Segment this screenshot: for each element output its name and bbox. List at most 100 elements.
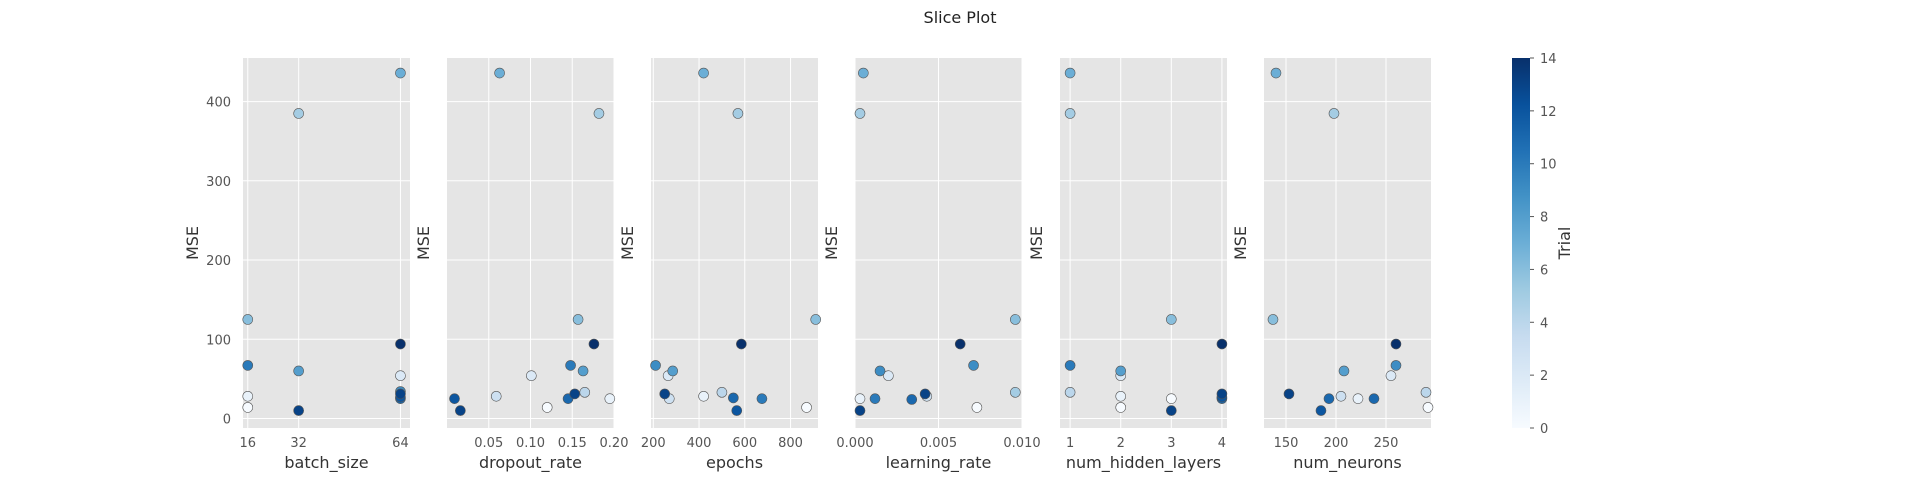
panel-num_neurons: 150 200 250 MSE num_neurons — [1231, 58, 1434, 473]
x-tick-label: 0.05 — [474, 436, 503, 451]
y-axis-label: MSE — [183, 226, 202, 260]
data-point — [756, 393, 768, 404]
data-point — [1267, 314, 1279, 325]
x-tick-label: 3 — [1167, 436, 1175, 451]
x-tick-label: 200 — [1324, 436, 1349, 451]
data-point — [395, 370, 406, 382]
data-point — [883, 370, 894, 382]
data-point — [1010, 387, 1021, 398]
x-tick-label: 64 — [392, 436, 409, 451]
data-point — [1283, 388, 1295, 400]
plot-background — [1264, 58, 1431, 428]
data-point — [1368, 393, 1380, 404]
y-tick-label: 400 — [206, 96, 231, 111]
y-axis-label: MSE — [1027, 226, 1046, 260]
y-tick-label: 300 — [206, 175, 231, 190]
y-axis-label: MSE — [1231, 226, 1250, 260]
x-tick-label: 250 — [1374, 436, 1399, 451]
data-point — [854, 108, 866, 119]
panel-num_hidden_layers: 1 2 3 4 MSE num_hidden_layers — [1027, 58, 1228, 473]
x-axis-label: dropout_rate — [479, 453, 582, 473]
panel-learning_rate: 0.000 0.005 0.010 MSE learning_rate — [822, 58, 1041, 473]
data-point — [906, 394, 918, 405]
data-point — [579, 387, 591, 398]
data-point — [1216, 338, 1228, 350]
panel-dropout_rate: 0.05 0.10 0.15 0.20 MSE dropout_rate — [414, 58, 628, 473]
data-point — [854, 405, 866, 416]
data-point — [736, 338, 747, 350]
data-point — [971, 402, 983, 413]
data-point — [242, 391, 254, 402]
colorbar-tick-label: 8 — [1540, 211, 1548, 226]
data-point — [604, 393, 616, 404]
data-point — [1166, 314, 1177, 325]
y-axis-label: MSE — [414, 226, 433, 260]
x-axis-label: num_hidden_layers — [1066, 453, 1221, 473]
data-point — [293, 365, 304, 377]
data-point — [1338, 365, 1350, 377]
data-point — [1166, 405, 1177, 416]
x-axis-label: epochs — [706, 453, 763, 472]
data-point — [1115, 365, 1127, 377]
x-tick-label: 0.005 — [920, 436, 957, 451]
chart-title: Slice Plot — [924, 8, 997, 27]
data-point — [1064, 67, 1076, 79]
data-point — [874, 365, 886, 377]
x-tick-label: 0.20 — [600, 436, 629, 451]
colorbar: 0 2 4 6 8 10 12 14 Trial — [1512, 52, 1574, 437]
colorbar-tick-label: 2 — [1540, 369, 1548, 384]
data-point — [869, 393, 881, 404]
y-tick-label: 100 — [206, 333, 231, 348]
data-point — [732, 108, 744, 119]
plot-background — [243, 58, 410, 428]
data-point — [728, 392, 739, 404]
colorbar-tick-label: 12 — [1540, 105, 1557, 120]
data-point — [1335, 391, 1347, 402]
x-tick-label: 2 — [1117, 436, 1125, 451]
data-point — [810, 314, 822, 325]
x-tick-label: 0.10 — [516, 436, 545, 451]
colorbar-tick-label: 0 — [1540, 422, 1548, 437]
data-point — [395, 388, 406, 400]
data-point — [731, 405, 743, 416]
colorbar-tick-label: 6 — [1540, 263, 1548, 278]
data-point — [968, 360, 979, 371]
x-tick-label: 32 — [290, 436, 307, 451]
data-point — [1010, 314, 1021, 325]
data-point — [526, 370, 537, 382]
y-axis-label: MSE — [618, 226, 637, 260]
panel-batch_size: 16 32 64 0 100 200 300 400 MSE batch_size — [183, 58, 410, 473]
data-point — [1323, 393, 1335, 404]
data-point — [858, 67, 869, 79]
x-tick-label: 150 — [1274, 436, 1299, 451]
x-tick-label: 0.010 — [1003, 436, 1040, 451]
data-point — [1390, 360, 1402, 371]
x-axis-label: num_neurons — [1293, 453, 1401, 473]
data-point — [1064, 360, 1076, 371]
x-tick-label: 200 — [641, 436, 666, 451]
data-point — [801, 402, 812, 413]
x-axis-label: learning_rate — [886, 453, 992, 473]
colorbar-tick-label: 14 — [1540, 52, 1557, 67]
data-point — [242, 360, 254, 371]
data-point — [588, 338, 600, 350]
data-point — [490, 391, 502, 402]
data-point — [650, 360, 661, 371]
colorbar-tick-label: 4 — [1540, 316, 1548, 331]
data-point — [449, 393, 460, 404]
y-tick-label: 0 — [223, 412, 231, 427]
data-point — [242, 402, 254, 413]
data-point — [395, 67, 406, 79]
data-point — [919, 388, 931, 400]
data-point — [1166, 393, 1177, 404]
data-point — [593, 108, 605, 119]
data-point — [494, 67, 505, 79]
y-tick-label: 200 — [206, 254, 231, 269]
x-tick-label: 800 — [778, 436, 803, 451]
data-point — [1390, 338, 1402, 350]
data-point — [1328, 108, 1340, 119]
data-point — [1420, 387, 1432, 398]
x-tick-label: 1 — [1066, 436, 1074, 451]
data-point — [698, 391, 709, 402]
